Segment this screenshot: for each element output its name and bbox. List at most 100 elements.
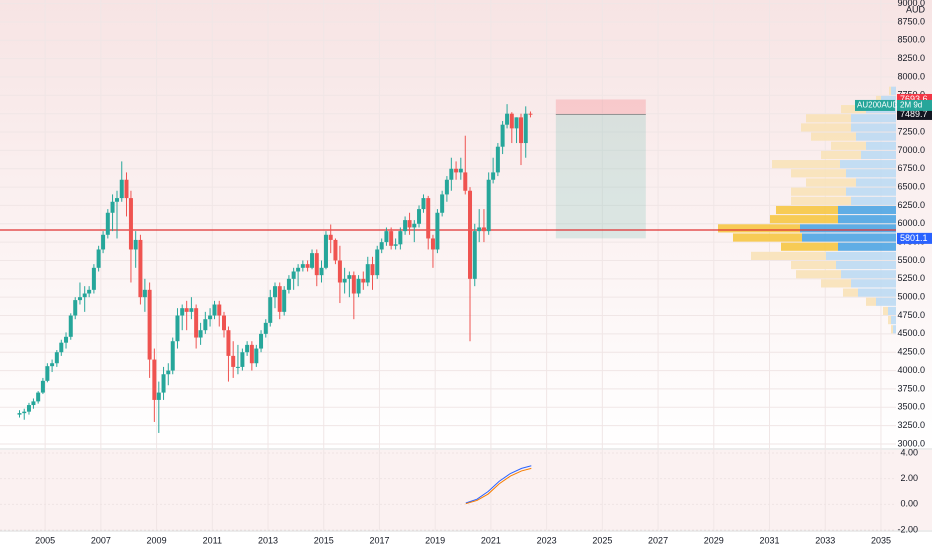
candle-body: [430, 238, 435, 250]
candle-body: [87, 289, 92, 294]
profile-up: [881, 95, 896, 105]
candle-body: [170, 341, 175, 371]
candle-body: [435, 212, 440, 250]
profile-up: [838, 215, 896, 224]
profile-down: [843, 288, 858, 297]
candle-body: [235, 366, 240, 368]
profile-down: [821, 150, 861, 160]
candle-body: [194, 308, 199, 338]
candle-body: [156, 392, 161, 400]
profile-down: [791, 260, 836, 270]
y-tick-label: 6750.0: [897, 163, 925, 173]
candle-body: [101, 234, 106, 250]
profile-down: [781, 242, 838, 251]
y-tick-label: 9000.0: [897, 0, 925, 8]
profile-up: [838, 242, 896, 251]
symbol-label: AU200AUD: [857, 101, 899, 110]
candle-body: [263, 322, 268, 334]
symbol-tag: [855, 99, 895, 111]
profile-up: [891, 86, 896, 95]
candle-body: [180, 308, 185, 316]
profile-down: [821, 279, 851, 288]
countdown-label: 2M 9d: [900, 101, 922, 110]
y-tick-label: 3500.0: [897, 402, 925, 412]
candle-body: [268, 297, 273, 323]
candle-body: [523, 113, 528, 144]
candle-body: [64, 336, 69, 343]
candle-body: [245, 344, 250, 353]
price-tag-label: 7489.7: [900, 109, 928, 119]
candle-body: [342, 278, 347, 283]
candle-body: [133, 239, 138, 250]
x-tick-label: 2027: [648, 535, 668, 545]
profile-up: [851, 114, 896, 123]
candle-body: [249, 344, 254, 364]
candle-body: [277, 286, 282, 312]
candle-body: [212, 304, 217, 316]
candle-body: [198, 330, 203, 338]
y-tick-label: 8250.0: [897, 53, 925, 63]
target-zone: [555, 114, 646, 239]
candle-body: [59, 342, 64, 353]
countdown-tag: [897, 99, 932, 111]
price-tag-label: 7693.6: [900, 94, 928, 104]
y-tick-label: 3000.0: [897, 438, 925, 448]
candle-body: [491, 172, 496, 180]
candle-body: [370, 264, 375, 276]
candle-body: [417, 209, 422, 224]
candle-body: [305, 264, 310, 268]
candle-body: [272, 286, 277, 298]
profile-down: [831, 141, 866, 150]
candle-body: [291, 271, 296, 279]
profile-down: [791, 169, 846, 178]
candle-body: [389, 231, 394, 246]
candle-body: [403, 220, 408, 232]
candle-body: [124, 179, 129, 199]
profile-up: [838, 205, 896, 215]
stop-zone: [555, 99, 646, 115]
price-tag: [897, 93, 932, 105]
candle-body: [119, 179, 124, 199]
y-tick-label: 3250.0: [897, 420, 925, 430]
y-tick-label: 7250.0: [897, 126, 925, 136]
candle-body: [472, 231, 477, 279]
price-tag: [897, 232, 932, 244]
profile-up: [856, 132, 896, 141]
profile-up: [866, 141, 896, 150]
profile-down: [776, 205, 838, 215]
candle-body: [347, 275, 352, 279]
candle-body: [477, 227, 482, 232]
profile-up: [856, 178, 896, 187]
profile-down: [866, 297, 876, 306]
candle-body: [286, 278, 291, 290]
candle-body: [166, 370, 171, 375]
profile-up: [858, 288, 896, 297]
y-tick-label: 5000.0: [897, 292, 925, 302]
candle-body: [45, 366, 50, 381]
candle-body: [161, 374, 166, 393]
candle-body: [444, 179, 449, 195]
candle-body: [333, 239, 338, 261]
candle-body: [505, 113, 510, 125]
y-tick-label: 3750.0: [897, 383, 925, 393]
candle-body: [40, 380, 45, 393]
candle-body: [486, 179, 491, 232]
x-tick-label: 2023: [537, 535, 557, 545]
x-tick-label: 2025: [592, 535, 612, 545]
candle-body: [361, 278, 366, 283]
x-tick-label: 2031: [759, 535, 779, 545]
profile-down: [841, 105, 866, 114]
candle-body: [463, 172, 468, 191]
candle-body: [208, 315, 213, 320]
candle-body: [31, 401, 36, 406]
profile-down: [891, 325, 893, 334]
profile-down: [791, 187, 846, 196]
y-tick-label: 8000.0: [897, 71, 925, 81]
y-tick-label: 6250.0: [897, 200, 925, 210]
profile-up: [888, 306, 896, 316]
candle-body: [440, 194, 445, 213]
profile-down: [791, 196, 851, 205]
x-tick-label: 2007: [91, 535, 111, 545]
profile-up: [893, 325, 896, 334]
